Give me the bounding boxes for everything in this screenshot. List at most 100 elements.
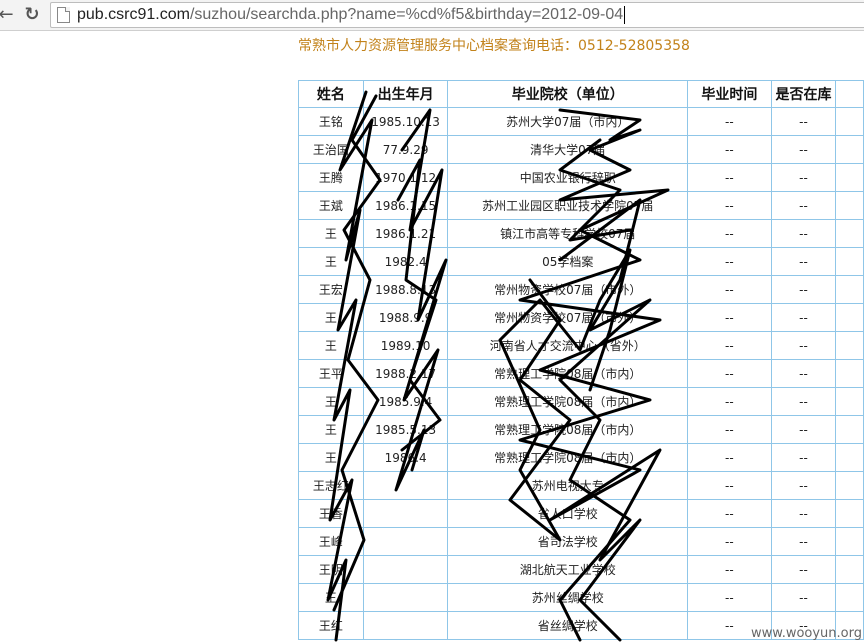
- cell-birth: [362, 471, 449, 500]
- cell-extra: [835, 555, 864, 584]
- cell-graduation-time: --: [686, 471, 772, 500]
- cell-in-archive: --: [770, 135, 837, 164]
- cell-extra: [835, 415, 864, 444]
- url-text[interactable]: pub.csrc91.com/suzhou/searchda.php?name=…: [77, 5, 626, 25]
- cell-extra: [835, 219, 864, 248]
- cell-name: 王明: [298, 555, 364, 584]
- cell-in-archive: --: [770, 219, 837, 248]
- cell-graduation-time: --: [686, 331, 772, 360]
- cell-name: 王峰: [298, 527, 364, 556]
- cell-school: 常州物资学校07届（市外）: [447, 303, 688, 332]
- cell-birth: 1986.1.15: [362, 191, 449, 220]
- cell-extra: [835, 303, 864, 332]
- cell-extra: [835, 191, 864, 220]
- cell-extra: [835, 135, 864, 164]
- cell-birth: 1988.2.17: [362, 359, 449, 388]
- cell-extra: [835, 499, 864, 528]
- cell-school: 清华大学07届: [447, 135, 688, 164]
- cell-graduation-time: --: [686, 387, 772, 416]
- cell-birth: 1982.4: [362, 247, 449, 276]
- cell-graduation-time: --: [686, 415, 772, 444]
- cell-name: 王: [298, 303, 364, 332]
- cell-graduation-time: --: [686, 219, 772, 248]
- cell-name: 王腾: [298, 163, 364, 192]
- cell-birth: [362, 583, 449, 612]
- header-extra: [835, 80, 864, 108]
- cell-graduation-time: --: [686, 611, 772, 640]
- cell-extra: [835, 583, 864, 612]
- table-row: 王 1989.10 河南省人才交流中心（省外） -- --: [298, 331, 864, 360]
- cell-extra: [835, 107, 864, 136]
- table-row: 王腾 1970.1.12 中国农业银行辞职 -- --: [298, 163, 864, 192]
- cell-birth: [362, 555, 449, 584]
- cell-in-archive: --: [770, 107, 837, 136]
- cell-graduation-time: --: [686, 163, 772, 192]
- table-row: 王 1986.1.21 镇江市高等专科学校07届 -- --: [298, 219, 864, 248]
- table-row: 王志红 苏州电视大专 -- --: [298, 471, 864, 500]
- cell-extra: [835, 331, 864, 360]
- cell-birth: 1985.10.13: [362, 107, 449, 136]
- table-row: 王 1986.4 常熟理工学院08届（市内） -- --: [298, 443, 864, 472]
- table-row: 王苏州丝绸学校 -- --: [298, 583, 864, 612]
- cell-graduation-time: --: [686, 107, 772, 136]
- cell-graduation-time: --: [686, 135, 772, 164]
- cell-name: 王平: [298, 359, 364, 388]
- table-row: 王峰 省司法学校 -- --: [298, 527, 864, 556]
- cell-birth: [362, 611, 449, 640]
- table-row: 王铭 1985.10.13 苏州大学07届（市内） -- --: [298, 107, 864, 136]
- cell-name: 王: [298, 443, 364, 472]
- cell-name: 王红: [298, 611, 364, 640]
- cell-in-archive: --: [770, 387, 837, 416]
- cell-name: 王铭: [298, 107, 364, 136]
- cell-in-archive: --: [770, 359, 837, 388]
- cell-birth: 1989.10: [362, 331, 449, 360]
- table-row: 王治国 77.9.29 清华大学07届 -- --: [298, 135, 864, 164]
- cell-school: 省丝绸学校: [447, 611, 688, 640]
- browser-toolbar: ← ↻ pub.csrc91.com/suzhou/searchda.php?n…: [0, 0, 864, 31]
- cell-graduation-time: --: [686, 443, 772, 472]
- table-row: 王斌 1986.1.15 苏州工业园区职业技术学院07届 -- --: [298, 191, 864, 220]
- cell-birth: 1970.1.12: [362, 163, 449, 192]
- cell-graduation-time: --: [686, 527, 772, 556]
- cell-name: 王: [298, 387, 364, 416]
- cell-in-archive: --: [770, 415, 837, 444]
- cell-extra: [835, 387, 864, 416]
- cell-birth: 1988.9.9: [362, 303, 449, 332]
- cell-graduation-time: --: [686, 247, 772, 276]
- cell-name: 王: [298, 415, 364, 444]
- cell-school: 河南省人才交流中心（省外）: [447, 331, 688, 360]
- cell-in-archive: --: [770, 583, 837, 612]
- cell-name: 王: [298, 331, 364, 360]
- back-arrow-icon[interactable]: ←: [0, 4, 14, 25]
- cell-in-archive: --: [770, 611, 837, 640]
- header-birth: 出生年月: [362, 80, 449, 108]
- cell-in-archive: --: [770, 163, 837, 192]
- cell-school: 省人口学校: [447, 499, 688, 528]
- cell-graduation-time: --: [686, 555, 772, 584]
- cell-school: 苏州大学07届（市内）: [447, 107, 688, 136]
- cell-school: 苏州电视大专: [447, 471, 688, 500]
- cell-school: 常熟理工学院08届（市内）: [447, 359, 688, 388]
- cell-school: 苏州丝绸学校: [447, 583, 688, 612]
- cell-extra: [835, 359, 864, 388]
- cell-school: 05学档案: [447, 247, 688, 276]
- text-caret: [624, 5, 626, 24]
- cell-extra: [835, 527, 864, 556]
- cell-school: 省司法学校: [447, 527, 688, 556]
- cell-birth: 1986.4: [362, 443, 449, 472]
- cell-graduation-time: --: [686, 499, 772, 528]
- cell-birth: [362, 527, 449, 556]
- cell-name: 王斌: [298, 191, 364, 220]
- cell-graduation-time: --: [686, 303, 772, 332]
- cell-school: 常熟理工学院08届（市内）: [447, 443, 688, 472]
- table-row: 王平 1988.2.17 常熟理工学院08届（市内） -- --: [298, 359, 864, 388]
- address-bar[interactable]: pub.csrc91.com/suzhou/searchda.php?name=…: [50, 2, 864, 28]
- cell-extra: [835, 443, 864, 472]
- reload-icon[interactable]: ↻: [24, 4, 40, 25]
- cell-name: 王香: [298, 499, 364, 528]
- cell-in-archive: --: [770, 527, 837, 556]
- header-in-archive: 是否在库: [770, 80, 837, 108]
- cell-in-archive: --: [770, 499, 837, 528]
- cell-graduation-time: --: [686, 583, 772, 612]
- cell-in-archive: --: [770, 555, 837, 584]
